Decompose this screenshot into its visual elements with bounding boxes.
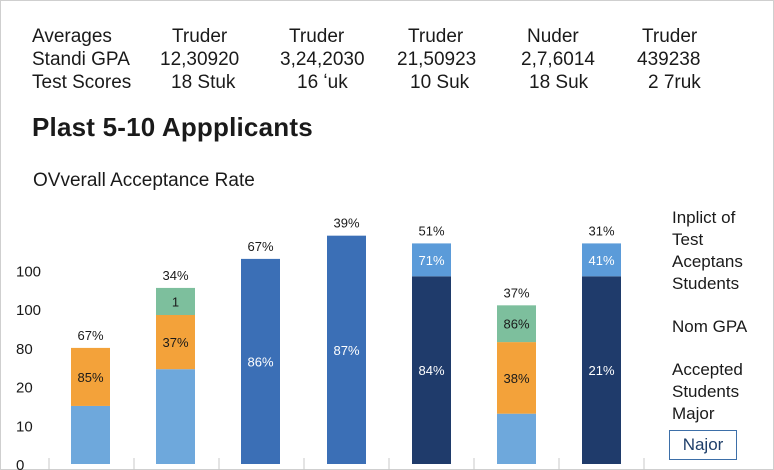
- gpa-cell: 12,30920: [160, 49, 240, 70]
- bar-segment: [582, 243, 621, 277]
- bar-segment: [497, 305, 536, 343]
- chart-title: Plast 5-10 Appplicants: [32, 112, 313, 142]
- bar-segment: [497, 413, 536, 464]
- bar-segment: [241, 258, 280, 464]
- bar-segment-label: 84%: [418, 363, 444, 378]
- bar-segment: [582, 276, 621, 464]
- scores-cell: 2 7ruk: [648, 72, 701, 93]
- bar-segment-label: 41%: [588, 253, 614, 268]
- bar-segment: [497, 342, 536, 414]
- bar-segment-label: 86%: [247, 354, 273, 369]
- bar-top-label: 39%: [333, 216, 359, 231]
- legend-item-accepted: Accepted Students Major: [672, 360, 743, 423]
- bar-segment-label: 86%: [503, 317, 529, 332]
- y-tick-label: 100: [16, 264, 41, 281]
- bar-top-label: 67%: [247, 239, 273, 254]
- y-tick-label: 80: [16, 341, 33, 358]
- y-tick-label: 10: [16, 418, 33, 435]
- bar-segment: [327, 235, 366, 464]
- column-header: Truder: [408, 26, 464, 47]
- bar-segment-label: 38%: [503, 371, 529, 386]
- y-tick-label: 0: [16, 457, 24, 470]
- gpa-cell: 2,7,6014: [521, 49, 595, 70]
- bar-segment-label: 87%: [333, 343, 359, 358]
- row-label-averages: Averages: [32, 26, 112, 47]
- row-label-scores: Test Scores: [32, 72, 132, 93]
- bar-segment: [412, 276, 451, 464]
- scores-cell: 18 Stuk: [171, 72, 236, 93]
- bar-top-label: 34%: [162, 268, 188, 283]
- bar-segment-label: 21%: [588, 363, 614, 378]
- stats-table: Averages Standi GPA Test Scores Truder 1…: [0, 0, 774, 100]
- column-header: Truder: [289, 26, 345, 47]
- legend-item-implicit: Inplict of Test Aceptans Students: [672, 208, 743, 293]
- scores-cell: 16 ʻuk: [297, 72, 348, 93]
- gpa-cell: 21,50923: [397, 49, 477, 70]
- bar-segment: [156, 315, 195, 370]
- gpa-cell: 3,24,2030: [280, 49, 365, 70]
- scores-cell: 18 Suk: [529, 72, 589, 93]
- row-label-gpa: Standi GPA: [32, 49, 130, 70]
- column-header: Truder: [172, 26, 228, 47]
- bar-segment: [412, 243, 451, 277]
- bar-segment-label: 71%: [418, 253, 444, 268]
- y-tick-label: 20: [16, 380, 33, 397]
- major-button[interactable]: Najor: [669, 430, 737, 460]
- bar-segment: [156, 287, 195, 316]
- bar-top-label: 51%: [418, 223, 444, 238]
- bar-segment: [71, 405, 110, 464]
- bar-segment-label: 37%: [162, 335, 188, 350]
- bar-segment: [71, 347, 110, 406]
- bar-top-label: 31%: [588, 223, 614, 238]
- bar-segment-label: 1: [172, 294, 179, 309]
- column-header: Truder: [642, 26, 698, 47]
- bar-segment: [156, 369, 195, 464]
- gpa-cell: 439238: [637, 49, 701, 70]
- bar-top-label: 67%: [77, 328, 103, 343]
- bar-top-label: 37%: [503, 285, 529, 300]
- column-header: Nuder: [527, 26, 579, 47]
- chart-subtitle: OVverall Acceptance Rate: [33, 170, 255, 191]
- bar-segment-label: 85%: [77, 370, 103, 385]
- scores-cell: 10 Suk: [410, 72, 470, 93]
- legend-item-gpa: Nom GPA: [672, 317, 748, 336]
- y-tick-label: 100: [16, 302, 41, 319]
